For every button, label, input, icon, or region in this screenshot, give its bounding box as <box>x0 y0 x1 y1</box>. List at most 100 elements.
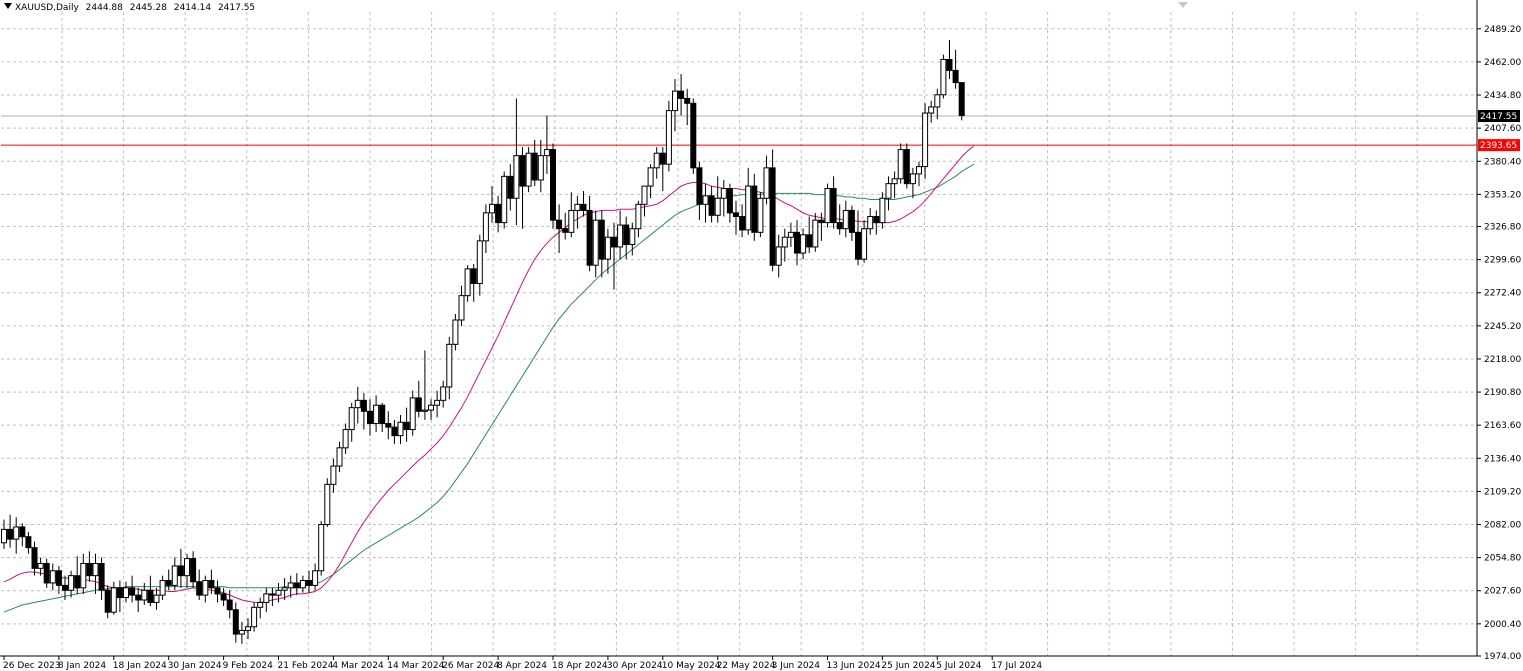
x-tick-label: 30 Apr 2024 <box>607 661 663 671</box>
y-tick-label: 2000.40 <box>1484 620 1521 630</box>
candle-body-bullish <box>123 587 129 599</box>
y-tick-label: 2218.00 <box>1484 355 1521 365</box>
x-tick-label: 22 May 2024 <box>717 661 776 671</box>
candle-body-bullish <box>781 236 788 248</box>
candle-body-bullish <box>409 397 416 431</box>
candle-body-bullish <box>299 580 306 589</box>
candle-body-bullish <box>428 404 434 411</box>
price-label: 2393.65 <box>1480 141 1517 151</box>
candle-body-bearish <box>367 410 373 424</box>
candle-body-bearish <box>306 580 312 586</box>
candle-body-bullish <box>184 558 190 577</box>
candle-body-bearish <box>598 219 605 260</box>
x-tick-label: 8 Jan 2024 <box>58 661 106 671</box>
candle-body-bullish <box>916 166 922 175</box>
candle-body-bullish <box>421 409 428 412</box>
candle-body-bearish <box>25 536 32 549</box>
y-tick-label: 1974.00 <box>1484 652 1521 662</box>
x-tick-label: 10 May 2024 <box>662 661 721 671</box>
y-tick-label: 2109.20 <box>1484 487 1521 497</box>
candle-body-bearish <box>580 203 587 211</box>
candle-body-bearish <box>708 195 715 216</box>
candle-body-bullish <box>568 209 575 233</box>
candle-body-bullish <box>897 149 904 180</box>
candle-body-bearish <box>232 609 239 635</box>
candle-body-bullish <box>275 589 282 596</box>
candle-body-bearish <box>678 90 685 99</box>
candle-body-bullish <box>324 483 331 526</box>
candle-body-bullish <box>861 228 868 260</box>
candle-body-bullish <box>342 429 349 449</box>
candle-body-bullish <box>245 626 251 631</box>
y-tick-label: 2489.20 <box>1484 25 1521 35</box>
candle-body-bullish <box>824 188 831 224</box>
candle-body-bullish <box>867 216 874 230</box>
candle-body-bullish <box>489 203 495 214</box>
x-tick-label: 26 Mar 2024 <box>442 661 499 671</box>
candle-body-bearish <box>495 203 502 224</box>
y-tick-label: 2380.40 <box>1484 157 1521 167</box>
candle-body-bullish <box>501 175 508 224</box>
y-tick-label: 2082.00 <box>1484 521 1521 531</box>
candle-body-bullish <box>257 601 264 608</box>
candle-body-bearish <box>733 212 739 218</box>
candle-body-bullish <box>745 185 752 231</box>
candle-body-bearish <box>531 152 538 181</box>
candle-body-bearish <box>208 580 215 589</box>
candle-body-bearish <box>519 155 526 187</box>
price-label: 2417.55 <box>1480 112 1517 122</box>
candle-body-bullish <box>452 319 459 345</box>
candle-body-bearish <box>293 582 300 589</box>
candle-body-bearish <box>129 587 136 596</box>
y-tick-label: 2462.00 <box>1484 58 1521 68</box>
candle-body-bearish <box>556 219 563 230</box>
y-tick-label: 2299.60 <box>1484 256 1521 266</box>
candle-body-bullish <box>604 236 611 260</box>
y-tick-label: 2190.80 <box>1484 388 1521 398</box>
candle-body-bearish <box>562 228 569 233</box>
x-tick-label: 18 Jan 2024 <box>113 661 167 671</box>
x-tick-label: 18 Apr 2024 <box>552 661 608 671</box>
candle-body-bearish <box>836 222 843 230</box>
candle-body-bullish <box>141 589 148 601</box>
candle-body-bearish <box>855 231 861 260</box>
candle-body-bullish <box>720 188 727 199</box>
dropdown-triangle-icon[interactable] <box>4 3 12 9</box>
candle-body-bearish <box>684 97 691 104</box>
candle-body-bearish <box>86 562 93 577</box>
candle-body-bullish <box>446 343 453 388</box>
candle-body-bullish <box>92 562 99 577</box>
candle-body-bullish <box>110 587 117 613</box>
candle-body-bullish <box>592 219 599 266</box>
y-tick-label: 2353.20 <box>1484 190 1521 200</box>
candle-body-bearish <box>830 188 837 224</box>
candle-body-bearish <box>470 268 477 284</box>
candle-body-bearish <box>659 152 666 165</box>
candle-body-bearish <box>226 599 233 611</box>
candle-body-bullish <box>153 594 160 603</box>
candle-body-bullish <box>482 212 489 242</box>
candle-body-bearish <box>507 175 514 199</box>
high-value: 2445.28 <box>129 3 167 13</box>
candle-body-bearish <box>751 185 758 233</box>
candle-body-bearish <box>220 593 227 601</box>
x-tick-label: 25 Jun 2024 <box>881 661 935 671</box>
price-label-box <box>1478 110 1520 123</box>
candle-body-bearish <box>62 584 68 591</box>
candle-body-bearish <box>794 231 800 254</box>
candle-body-bullish <box>336 447 343 467</box>
x-tick-label: 9 Feb 2024 <box>223 661 274 671</box>
candle-body-bullish <box>665 110 672 165</box>
candle-body-bullish <box>641 185 648 205</box>
candle-body-bullish <box>513 155 520 199</box>
candle-body-bearish <box>31 547 38 569</box>
candle-body-bearish <box>958 82 965 116</box>
candle-body-bullish <box>354 399 361 409</box>
x-tick-label: 17 Jul 2024 <box>991 661 1042 671</box>
candle-body-bearish <box>550 149 556 221</box>
candle-body-bullish <box>238 629 245 635</box>
candle-body-bearish <box>739 216 746 231</box>
candle-body-bearish <box>903 149 910 185</box>
open-value: 2444.88 <box>85 3 123 13</box>
